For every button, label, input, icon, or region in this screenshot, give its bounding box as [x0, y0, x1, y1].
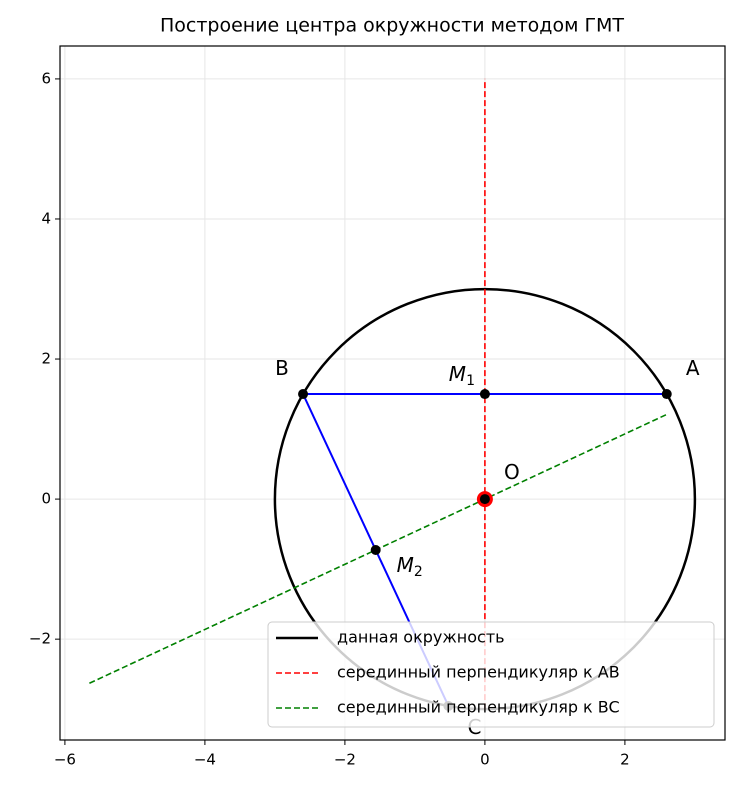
axes-frame: [59, 45, 726, 741]
point: [479, 494, 490, 505]
y-tick-label: 6: [41, 69, 51, 87]
legend-label: серединный перпендикуляр к AB: [337, 663, 620, 682]
point: [661, 389, 672, 400]
legend-label: данная окружность: [337, 628, 505, 647]
point-label: M2: [397, 553, 423, 581]
x-tick-label: 0: [480, 751, 490, 769]
point-label: B: [275, 356, 289, 380]
point-label-main: B: [275, 356, 289, 380]
point-label-sub: 1: [466, 373, 475, 389]
y-tick-label: 0: [41, 490, 51, 508]
point: [370, 545, 381, 556]
x-tick-label: −2: [334, 751, 356, 769]
x-tick-label: −4: [194, 751, 216, 769]
x-tick-label: 2: [620, 751, 630, 769]
point-label-main: M: [449, 362, 466, 386]
legend-label: серединный перпендикуляр к BC: [337, 698, 620, 717]
legend-box: [267, 621, 715, 728]
point-label: M1: [449, 362, 475, 390]
point: [298, 389, 309, 400]
point: [479, 389, 490, 400]
point-label: O: [504, 460, 520, 484]
point-label-sub: 2: [414, 564, 423, 580]
x-tick-label: −6: [54, 751, 76, 769]
y-tick-label: 4: [41, 209, 51, 227]
y-tick-label: 2: [41, 350, 51, 368]
point-label: A: [686, 356, 700, 380]
point-label-main: O: [504, 460, 520, 484]
chart-title: Построение центра окружности методом ГМТ: [160, 15, 624, 37]
point-label-main: A: [686, 356, 700, 380]
y-tick-label: −2: [29, 630, 51, 648]
point-label-main: M: [397, 553, 414, 577]
